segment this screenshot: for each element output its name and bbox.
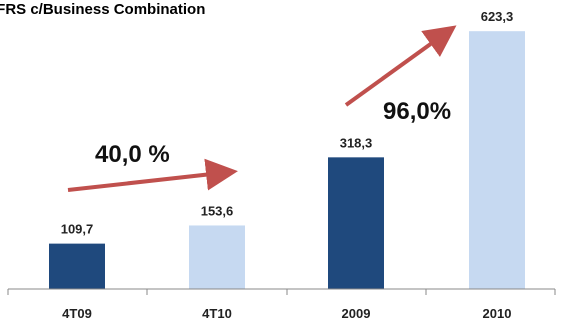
- x-tick-label-2010: 2010: [483, 306, 512, 321]
- value-label-2009: 318,3: [340, 135, 373, 150]
- x-tick-label-4t10: 4T10: [202, 306, 232, 321]
- value-label-4t10: 153,6: [201, 203, 234, 218]
- chart-title: IFRS c/Business Combination: [0, 1, 205, 18]
- x-tick-label-2009: 2009: [342, 306, 371, 321]
- bars-group: [49, 31, 525, 290]
- bar-4t09: [49, 243, 105, 289]
- bar-2009: [328, 157, 384, 289]
- bar-2010: [469, 31, 525, 290]
- x-tick-labels-group: 4T09 4T10 2009 2010: [62, 306, 511, 321]
- growth-arrow-2: [344, 25, 457, 107]
- value-labels-group: 109,7 153,6 318,3 623,3: [61, 9, 514, 236]
- growth-label-1: 40,0 %: [95, 141, 170, 168]
- value-label-2010: 623,3: [481, 9, 514, 24]
- x-tick-label-4t09: 4T09: [62, 306, 92, 321]
- x-ticks-group: [7, 289, 556, 295]
- growth-label-2: 96,0%: [383, 98, 451, 125]
- bar-4t10: [189, 225, 245, 289]
- growth-arrow-1: [67, 158, 238, 192]
- value-label-4t09: 109,7: [61, 222, 94, 237]
